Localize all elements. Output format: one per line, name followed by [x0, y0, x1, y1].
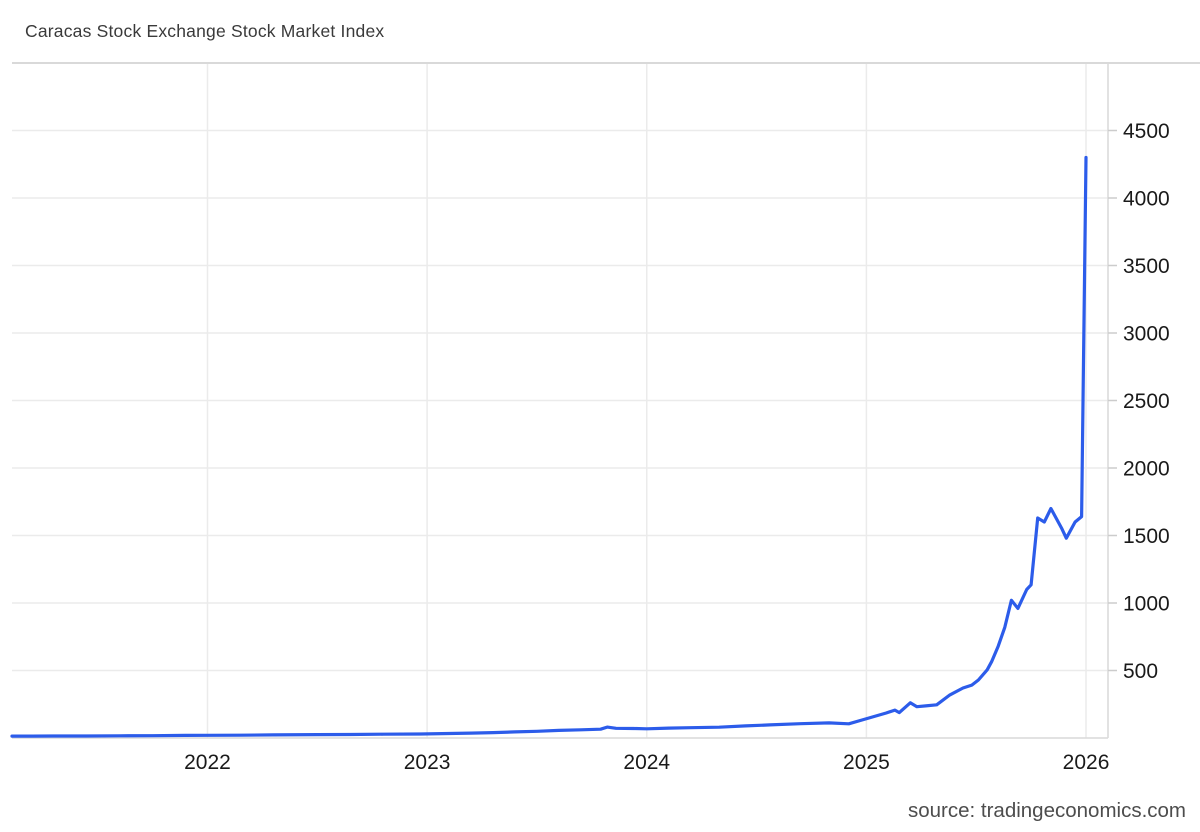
x-tick-label: 2024	[623, 751, 670, 774]
y-tick-label: 2500	[1123, 390, 1170, 413]
y-tick-label: 3000	[1123, 323, 1170, 346]
x-tick-label: 2026	[1063, 751, 1110, 774]
y-tick-label: 2000	[1123, 458, 1170, 481]
x-tick-label: 2022	[184, 751, 231, 774]
y-tick-label: 500	[1123, 660, 1158, 683]
x-tick-label: 2025	[843, 751, 890, 774]
y-tick-label: 1000	[1123, 593, 1170, 616]
source-attribution: source: tradingeconomics.com	[907, 799, 1186, 822]
chart-title: Caracas Stock Exchange Stock Market Inde…	[25, 21, 385, 41]
index-price-line	[10, 155, 1088, 738]
y-tick-label: 3500	[1123, 255, 1170, 278]
y-tick-label: 1500	[1123, 525, 1170, 548]
y-tick-label: 4500	[1123, 120, 1170, 143]
x-tick-label: 2023	[404, 751, 451, 774]
y-tick-label: 4000	[1123, 188, 1170, 211]
